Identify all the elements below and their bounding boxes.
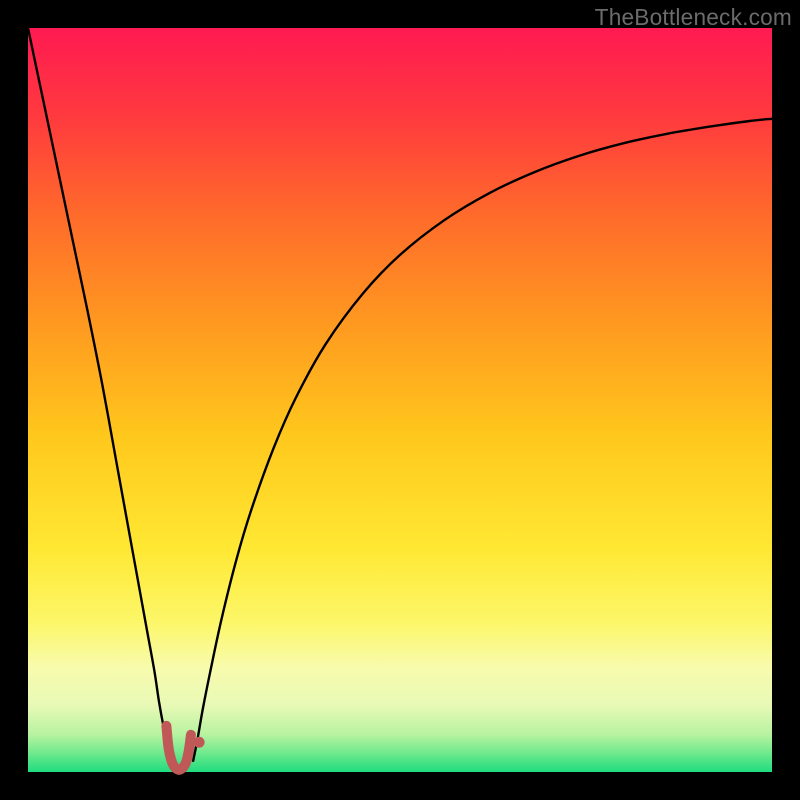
plot-background bbox=[28, 28, 772, 772]
watermark-text: TheBottleneck.com bbox=[595, 4, 792, 31]
chart-svg bbox=[0, 0, 800, 800]
chart-root: TheBottleneck.com bbox=[0, 0, 800, 800]
notch-dot bbox=[194, 737, 205, 748]
